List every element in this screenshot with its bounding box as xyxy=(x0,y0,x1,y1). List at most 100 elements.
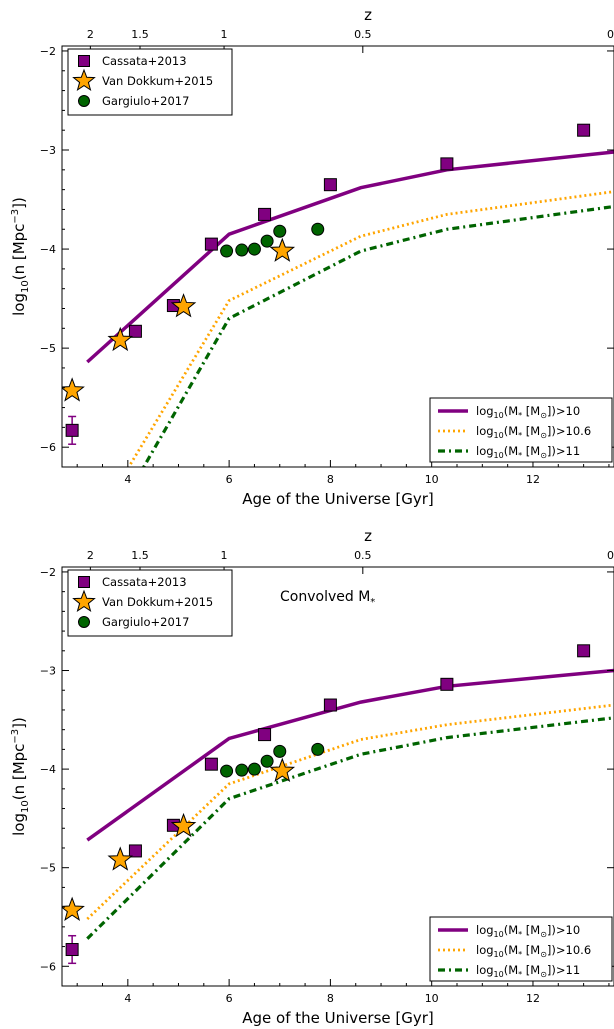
z-tick-label: 0 xyxy=(607,549,614,562)
z-tick-label: 2 xyxy=(87,549,94,562)
model-line-dashdot xyxy=(141,204,614,467)
chart-panel-bottom: 4 6 8 10 12 −6 −5 −4 −3 −2 2 1.5 1 0.5 0 z Age of the Un… xyxy=(10,527,614,1027)
z-tick-label: 2 xyxy=(87,28,94,41)
legend-frame xyxy=(67,48,233,116)
x-tick-label: 6 xyxy=(226,992,233,1005)
data-point-square xyxy=(440,157,454,171)
legend-datasets: Cassata+2013 Van Dokkum+2015 Gargiulo+2017 xyxy=(67,48,233,116)
legend-part: log xyxy=(476,943,494,957)
legend-part: (M xyxy=(504,424,518,438)
data-point-square xyxy=(258,207,272,221)
data-point-square xyxy=(323,698,337,712)
y-tick-label: −2 xyxy=(40,45,56,58)
legend-part: * xyxy=(518,431,522,440)
legend-marker-star xyxy=(72,68,96,92)
data-point-star xyxy=(269,757,296,782)
legend-part: ⊙ xyxy=(540,411,547,420)
y-label-part: ]) xyxy=(10,197,28,209)
z-tick-label: 1.5 xyxy=(131,549,149,562)
legend-part: (M xyxy=(504,963,518,977)
legend-part: 10 xyxy=(494,930,504,939)
data-point-circle xyxy=(220,244,234,258)
annotation-part: Convolved M xyxy=(280,589,370,605)
y-tick-label: −5 xyxy=(40,342,56,355)
model-line-solid xyxy=(86,150,614,364)
annotation-part: * xyxy=(370,597,375,608)
y-tick-label: −2 xyxy=(40,566,56,579)
z-tick-label: 0.5 xyxy=(354,28,372,41)
data-point-star xyxy=(107,846,134,871)
data-point-circle xyxy=(247,242,261,256)
legend-label: Cassata+2013 xyxy=(102,575,187,589)
data-point-circle xyxy=(273,224,287,238)
legend-part: 10 xyxy=(494,970,504,979)
legend-part: 10 xyxy=(494,431,504,440)
data-point-circle xyxy=(260,754,274,768)
legend-part: * xyxy=(518,930,522,939)
y-label-part: 10 xyxy=(20,800,31,813)
legend-label: Gargiulo+2017 xyxy=(102,615,189,629)
y-tick-label: −4 xyxy=(40,763,56,776)
x-tick-label: 10 xyxy=(425,992,439,1005)
legend-marker-circle xyxy=(78,95,90,107)
y-label-part: (n [Mpc xyxy=(10,744,28,801)
legend-label: Gargiulo+2017 xyxy=(102,94,189,108)
legend-part: * xyxy=(518,411,522,420)
x-axis-label: Age of the Universe [Gyr] xyxy=(242,490,434,508)
y-tick-label: −3 xyxy=(40,144,56,157)
legend-part: * xyxy=(518,950,522,959)
legend-part: * xyxy=(518,970,522,979)
data-point-circle xyxy=(260,234,274,248)
data-point-star xyxy=(170,812,197,838)
legend-part: [M xyxy=(522,963,540,977)
data-point-square xyxy=(65,943,79,957)
legend-label: Van Dokkum+2015 xyxy=(102,595,213,609)
legend-part: ⊙ xyxy=(540,930,547,939)
legend-part: [M xyxy=(522,444,540,458)
x-tick-label: 4 xyxy=(124,473,131,486)
legend-label: Cassata+2013 xyxy=(102,54,187,68)
model-line-dotted xyxy=(86,703,614,921)
y-label-part: −3 xyxy=(10,209,21,224)
data-point-star xyxy=(62,896,85,921)
legend-part: (M xyxy=(504,404,518,418)
data-point-square xyxy=(577,644,591,658)
legend-part: [M xyxy=(522,943,540,957)
y-tick-label: −4 xyxy=(40,243,56,256)
data-point-star xyxy=(170,293,197,318)
z-tick-label: 1 xyxy=(221,28,228,41)
legend-marker-star xyxy=(72,589,96,613)
data-point-circle xyxy=(311,222,325,236)
legend-label: Van Dokkum+2015 xyxy=(102,74,213,88)
legend-marker-circle xyxy=(78,616,90,628)
data-point-square xyxy=(65,423,79,437)
data-point-square xyxy=(204,757,218,771)
legend-part: log xyxy=(476,404,494,418)
z-tick-label: 1.5 xyxy=(131,28,149,41)
z-tick-label: 1 xyxy=(221,549,228,562)
y-label-part: −3 xyxy=(10,729,21,744)
legend-label: log10(M* [M⊙])>10.6 xyxy=(476,424,591,440)
legend-part: log xyxy=(476,424,494,438)
legend-part: 10 xyxy=(494,950,504,959)
data-point-star xyxy=(107,326,134,352)
panel-annotation: Convolved M* xyxy=(280,589,375,608)
legend-label: log10(M* [M⊙])>10 xyxy=(476,923,580,939)
y-axis-label: log10(n [Mpc−3]) xyxy=(10,717,31,836)
y-tick-label: −5 xyxy=(40,862,56,875)
data-point-star xyxy=(62,377,85,402)
legend-marker-square xyxy=(78,576,90,588)
legend-part: * xyxy=(518,451,522,460)
legend-label: log10(M* [M⊙])>11 xyxy=(476,963,580,979)
x-tick-label: 4 xyxy=(124,992,131,1005)
legend-part: 10 xyxy=(494,411,504,420)
y-tick-label: −6 xyxy=(40,441,56,454)
y-label-part: log xyxy=(10,293,28,316)
data-point-square xyxy=(440,677,454,691)
y-label-part: log xyxy=(10,813,28,836)
legend-part: ⊙ xyxy=(540,431,547,440)
legend-frame xyxy=(67,569,233,637)
data-point-circle xyxy=(247,762,261,776)
